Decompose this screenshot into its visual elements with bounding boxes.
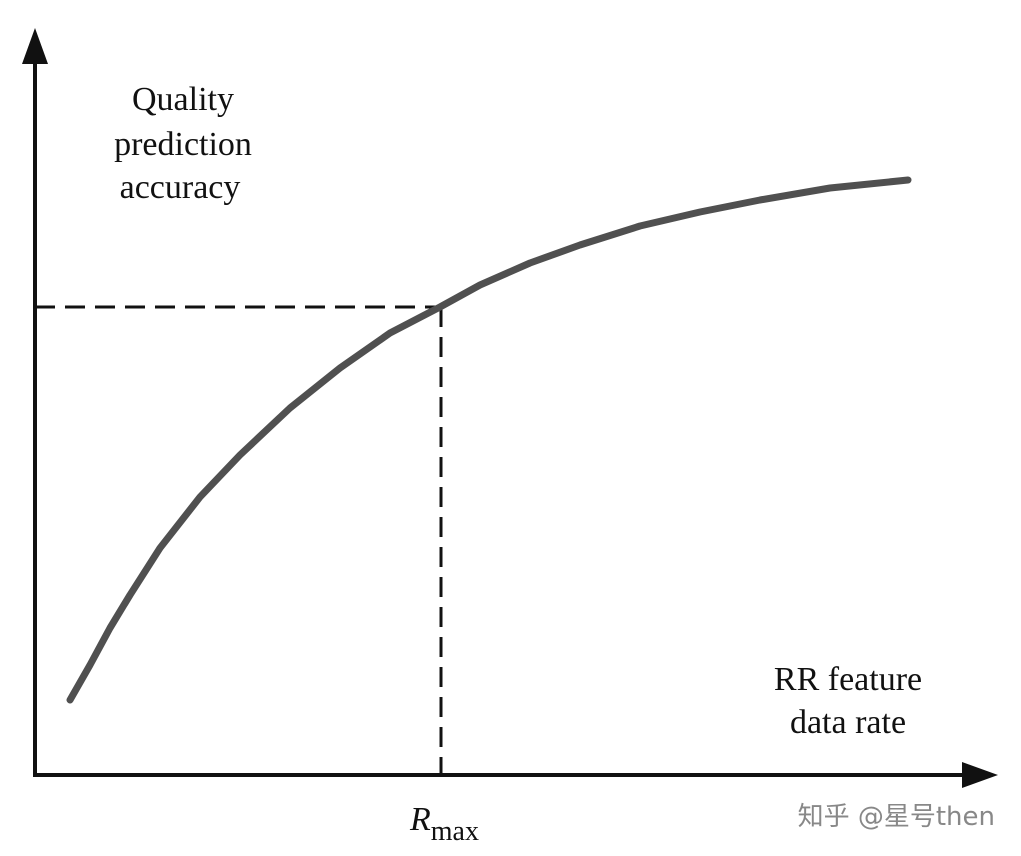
marker-label-subscript: max (431, 816, 479, 847)
y-axis-arrow (22, 28, 48, 64)
marker-label: Rmax (409, 801, 479, 847)
x-axis-label-line: data rate (790, 704, 906, 741)
watermark: 知乎 @星号then (798, 802, 995, 832)
y-axis-label-line: accuracy (120, 169, 241, 206)
y-axis-label-line: Quality (132, 81, 234, 118)
y-axis-label-line: prediction (114, 126, 252, 163)
curve (66, 176, 912, 704)
x-axis-arrow (962, 762, 998, 788)
marker-label-main: R (409, 801, 431, 838)
x-axis-label-line: RR feature (774, 661, 922, 698)
